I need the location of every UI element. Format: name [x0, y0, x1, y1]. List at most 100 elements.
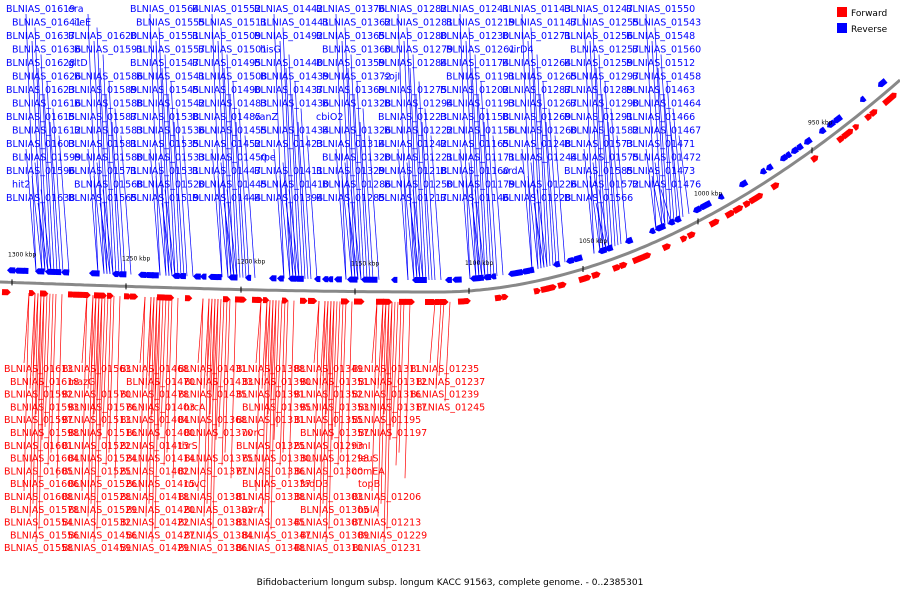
forward-gene-arrow	[106, 292, 114, 299]
gene-label: BLNIAS_01456	[68, 530, 137, 541]
leader-line	[313, 301, 320, 364]
leader-line	[344, 27, 356, 280]
leader-line	[267, 300, 274, 543]
gene-label: BLNIAS_01552	[192, 4, 261, 15]
leader-line	[660, 189, 672, 223]
reverse-gene-arrow	[245, 274, 252, 281]
gene-label: BLNIAS_01433	[184, 377, 253, 388]
gene-label: BLNIAS_01326	[322, 126, 391, 137]
gene-label: BLNIAS_01402	[120, 466, 189, 477]
gene-label: BLNIAS_01464	[632, 99, 701, 110]
gene-label: BLNIAS_01599	[12, 153, 81, 164]
gene-label: rpe	[260, 153, 276, 164]
svg-text:950 kbp: 950 kbp	[808, 119, 833, 126]
forward-gene-arrow	[742, 200, 751, 209]
leader-line	[167, 94, 179, 276]
gene-label: BLNIAS_01473	[626, 166, 695, 177]
leader-line	[607, 121, 619, 246]
gene-label: BLNIAS_01472	[632, 153, 701, 164]
gene-label: BLNIAS_01578	[10, 505, 79, 516]
gene-label: BLNIAS_01558	[4, 543, 73, 554]
reverse-gene-arrow	[470, 275, 481, 282]
reverse-gene-arrow	[61, 269, 70, 276]
gene-label: BLNIAS_01413	[120, 441, 189, 452]
gene-label: BLNIAS_01547	[130, 58, 199, 69]
forward-gene-arrow	[256, 296, 264, 303]
gene-label: BLNIAS_01171	[446, 153, 515, 164]
leader-line	[300, 108, 312, 279]
leader-line	[459, 13, 471, 279]
leader-line	[29, 293, 36, 389]
gene-label: BLNIAS_01615	[6, 112, 75, 123]
gene-label: BLNIAS_01436	[260, 99, 329, 110]
gene-label: BLNIAS_01221	[384, 153, 453, 164]
forward-gene-arrow	[28, 290, 36, 297]
gene-label: BLNIAS_01255	[570, 18, 639, 29]
reverse-gene-arrow	[791, 146, 799, 154]
gene-label: BLNIAS_01414	[126, 454, 195, 465]
gene-label: BLNIAS_01307	[294, 518, 363, 529]
legend-forward-label: Forward	[851, 9, 888, 19]
gene-label: sojI	[384, 72, 400, 83]
gene-label: hisG	[260, 45, 281, 56]
leader-line	[377, 301, 384, 389]
gene-label: fadD3	[300, 479, 329, 490]
gene-label: holA	[358, 505, 379, 516]
gene-label: BLNIAS_01566	[564, 193, 633, 204]
forward-gene-arrow	[82, 291, 91, 299]
leader-line	[87, 148, 99, 274]
forward-gene-arrow	[732, 204, 744, 214]
legend-reverse: Reverse	[837, 23, 887, 39]
reverse-gene-arrow	[288, 275, 297, 282]
leader-line	[273, 13, 285, 279]
leader-line	[230, 299, 237, 479]
gene-label: BLNIAS_01351	[300, 377, 369, 388]
gene-label: BLNIAS_01348	[236, 543, 305, 554]
gene-label: BLNIAS_01596	[6, 166, 75, 177]
leader-line	[592, 27, 604, 251]
forward-gene-arrow	[239, 296, 247, 303]
reverse-gene-arrow	[117, 271, 127, 278]
leader-line	[325, 301, 332, 543]
leader-line	[409, 67, 421, 280]
leader-line	[527, 40, 539, 269]
gene-label: BLNIAS_01455	[198, 126, 267, 137]
leader-line	[96, 295, 103, 530]
gene-label: BLNIAS_01470	[126, 377, 195, 388]
leader-line	[105, 295, 112, 466]
gene-label: BLNIAS_01560	[632, 45, 701, 56]
leader-line	[25, 13, 37, 272]
leader-line	[226, 54, 238, 278]
gene-label: BLNIAS_01637	[6, 31, 75, 42]
gene-label: BLNIAS_01608	[4, 492, 73, 503]
gene-label: BLNIAS_01589	[68, 85, 137, 96]
leader-line	[389, 301, 396, 440]
gene-label: BLNIAS_01336	[236, 466, 305, 477]
gene-label: BLNIAS_01219	[446, 18, 515, 29]
leader-line	[377, 301, 384, 517]
leader-line	[319, 301, 326, 389]
leader-line	[368, 135, 380, 280]
leader-line	[276, 300, 283, 428]
gene-label: BLNIAS_01459	[62, 543, 131, 554]
gene-label: BLNIAS_01591	[74, 45, 143, 56]
gene-label: BLNIAS_01511	[198, 18, 267, 29]
forward-gene-arrow	[661, 243, 671, 252]
forward-gene-arrow	[439, 298, 449, 305]
reverse-gene-arrow	[796, 142, 804, 151]
leader-line	[480, 81, 492, 277]
forward-gene-arrow	[836, 135, 845, 144]
gene-label: BLNIAS_01271	[502, 31, 571, 42]
leader-line	[218, 299, 225, 428]
reverse-gene-arrow	[53, 269, 62, 276]
gene-label: BLNIAS_01226	[508, 180, 577, 191]
leader-line	[56, 294, 63, 479]
leader-line	[172, 297, 179, 479]
leader-line	[226, 189, 238, 278]
kbp-tick: 1200 kbp	[237, 259, 265, 293]
gene-label: BLNIAS_01532	[62, 518, 131, 529]
forward-gene-arrow	[262, 297, 270, 304]
gene-label: BLNIAS_01400	[126, 428, 195, 439]
gene-label: BLNIAS_01264	[502, 58, 571, 69]
gene-label: BLNIAS_01538	[130, 112, 199, 123]
